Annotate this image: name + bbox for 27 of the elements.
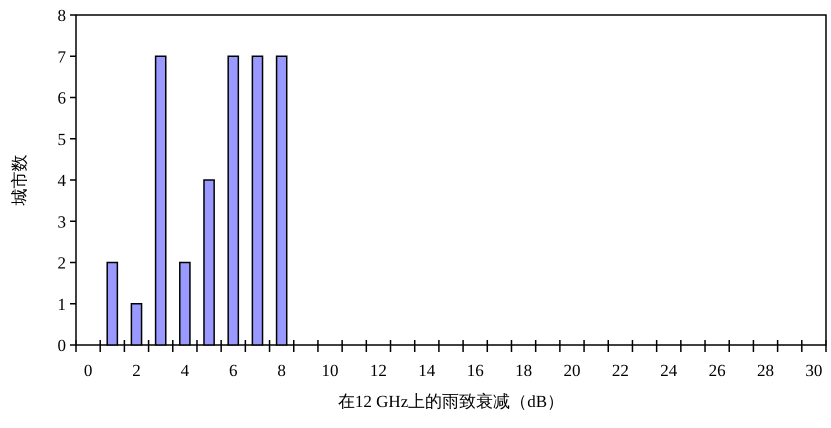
x-tick-label: 26 xyxy=(708,361,726,380)
y-tick-label: 2 xyxy=(58,254,66,272)
x-axis-title: 在12 GHz上的雨致衰减（dB） xyxy=(338,392,564,411)
x-tick-label: 12 xyxy=(370,361,387,380)
y-tick-label: 6 xyxy=(58,88,66,108)
x-tick-label: 20 xyxy=(563,361,580,380)
y-tick-label: 3 xyxy=(58,212,66,232)
x-tick-label: 30 xyxy=(805,361,822,380)
x-tick-label: 14 xyxy=(418,361,436,380)
x-tick-label: 10 xyxy=(322,361,339,380)
y-tick-label: 0 xyxy=(58,336,66,355)
x-tick-label: 8 xyxy=(277,361,286,380)
y-axis-title: 城市数 xyxy=(10,154,29,206)
y-tick-label: 7 xyxy=(58,47,66,66)
x-tick-label: 16 xyxy=(466,361,484,380)
x-tick-label: 24 xyxy=(660,361,678,380)
y-tick-label: 4 xyxy=(58,171,66,190)
x-tick-label: 18 xyxy=(515,361,532,380)
x-tick-label: 0 xyxy=(84,361,92,380)
x-tick-label: 4 xyxy=(180,361,190,380)
y-tick-label: 1 xyxy=(58,294,66,314)
y-tick-label: 8 xyxy=(58,6,66,25)
y-tick-label: 5 xyxy=(58,130,66,149)
x-tick-label: 6 xyxy=(229,361,238,380)
x-tick-label: 2 xyxy=(132,361,141,380)
x-tick-label: 28 xyxy=(757,361,774,380)
x-tick-label: 22 xyxy=(612,361,629,380)
